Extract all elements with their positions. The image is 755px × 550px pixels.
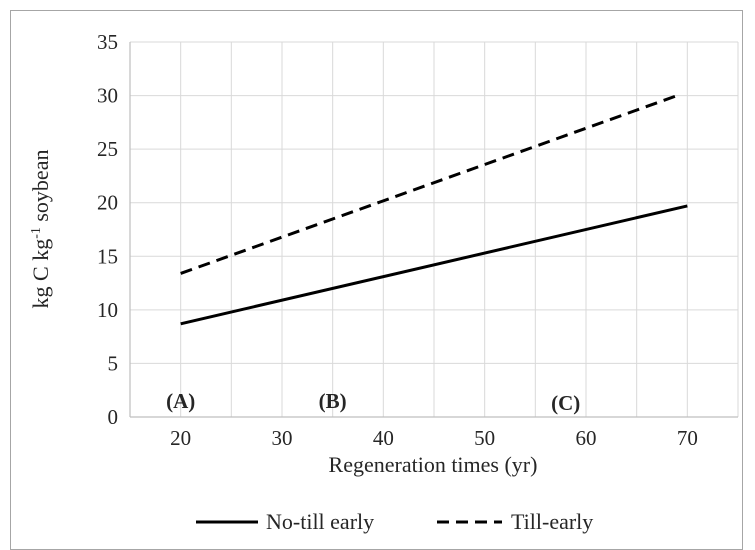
x-tick-label: 70 (677, 426, 698, 450)
x-tick-label: 60 (576, 426, 597, 450)
y-axis-title-superscript: -1 (29, 227, 44, 239)
y-tick-label: 20 (97, 191, 118, 215)
annotation-label: (A) (166, 389, 195, 413)
y-tick-label: 25 (97, 137, 118, 161)
x-tick-label: 30 (272, 426, 293, 450)
grid (130, 41, 739, 417)
series-lines (180, 94, 688, 326)
series-line-no-till-early (180, 204, 688, 326)
legend-label-till-early: Till-early (511, 509, 593, 534)
x-tick-label: 40 (373, 426, 394, 450)
chart-frame (10, 10, 743, 550)
x-axis-title: Regeneration times (yr) (329, 452, 538, 477)
y-tick-label: 0 (108, 405, 119, 429)
series-line-till-early (180, 94, 678, 275)
y-tick-label: 35 (97, 30, 118, 54)
legend: No-till early Till-early (196, 509, 593, 534)
y-tick-label: 15 (97, 244, 118, 268)
annotation-label: (C) (551, 391, 580, 415)
y-tick-label: 5 (108, 351, 119, 375)
y-axis-title: kg C kg-1 soybean (28, 150, 53, 309)
x-tick-label: 50 (474, 426, 495, 450)
y-axis-title-main: kg C kg (28, 239, 53, 309)
annotation-label: (B) (319, 389, 347, 413)
line-chart: 20 30 40 50 60 70 0 5 10 15 20 25 30 35 (A) (B) (C) Reg… (28, 30, 739, 534)
y-tick-label: 30 (97, 84, 118, 108)
y-axis-title-tail: soybean (28, 150, 53, 228)
y-tick-label: 10 (97, 298, 118, 322)
legend-label-no-till-early: No-till early (266, 509, 374, 534)
axes: 20 30 40 50 60 70 0 5 10 15 20 25 30 35 (97, 30, 738, 450)
annotations: (A) (B) (C) (166, 389, 580, 415)
x-tick-label: 20 (170, 426, 191, 450)
